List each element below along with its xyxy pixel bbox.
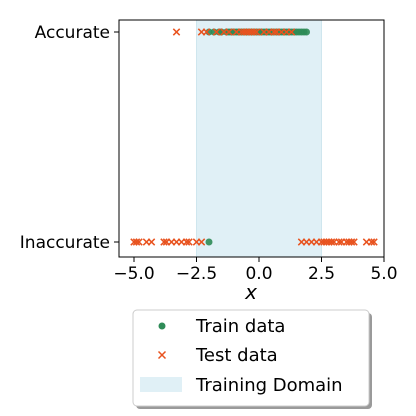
training-domain-band [197, 20, 322, 257]
y-tick-label: Accurate [35, 23, 110, 43]
x-tick-label: 2.5 [308, 264, 335, 284]
legend: Train data Test data Training Domain [133, 310, 372, 409]
y-tick-label: Inaccurate [20, 233, 110, 253]
legend-domain-swatch [140, 377, 182, 392]
x-tick-label: −5.0 [113, 264, 154, 284]
x-axis-label: x [244, 280, 257, 304]
train-point-inaccurate [206, 239, 213, 246]
legend-domain-label: Training Domain [195, 375, 343, 396]
x-tick-label: −2.5 [176, 264, 217, 284]
test-point-inaccurate [148, 239, 154, 245]
y-ticks: Inaccurate Accurate [20, 23, 119, 253]
legend-train-label: Train data [195, 316, 285, 337]
train-point-accurate [303, 29, 310, 36]
x-tick-label: 5.0 [370, 264, 397, 284]
legend-train-marker [159, 323, 166, 330]
test-point-accurate [173, 29, 179, 35]
legend-test-label: Test data [195, 345, 278, 366]
